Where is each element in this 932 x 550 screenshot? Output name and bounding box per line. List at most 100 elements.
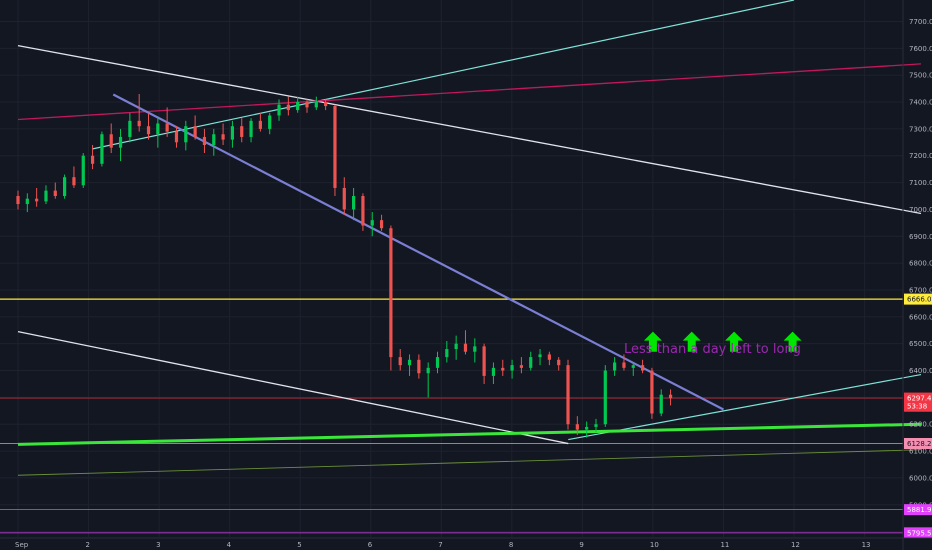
candle-body xyxy=(389,228,393,358)
x-tick-label: 7 xyxy=(438,541,442,549)
candle-body xyxy=(305,102,309,108)
price-badge-label: 6666.0 xyxy=(907,296,932,304)
candle-body xyxy=(25,198,29,205)
candle-body xyxy=(352,196,356,210)
y-tick-label: 7100.0 xyxy=(909,179,932,187)
up-arrow-icon xyxy=(725,331,744,352)
candle-body xyxy=(193,126,197,137)
trend-lines[interactable] xyxy=(17,0,922,476)
candle-body xyxy=(63,177,67,197)
candle-body xyxy=(575,424,579,430)
y-axis[interactable]: 7700.0 7600.0 7500.0 7400.0 7300.0 7200.0 7100… xyxy=(902,0,932,550)
y-tick-label: 6700.0 xyxy=(909,286,932,294)
trend-line-falling-wedge-purple xyxy=(112,93,724,411)
price-badge-label: 5795.5 xyxy=(907,529,932,537)
candle-body xyxy=(398,357,402,366)
candle-body xyxy=(622,362,626,368)
candle-body xyxy=(482,346,486,376)
trend-line-rising-channel-cyan xyxy=(91,0,795,150)
candle-body xyxy=(146,126,151,135)
candle-body xyxy=(613,362,617,371)
candle-body xyxy=(547,354,551,360)
x-tick-label: 12 xyxy=(791,541,800,549)
candle-body xyxy=(137,120,141,127)
trend-line-rising-support-cyan xyxy=(568,373,922,441)
trend-line-resistance-red xyxy=(17,63,922,121)
trend-line-descending-resistance-white xyxy=(17,45,922,215)
candle-body xyxy=(370,220,374,226)
y-tick-label: 7400.0 xyxy=(909,99,932,107)
candle-body xyxy=(230,126,235,140)
candle-body xyxy=(333,106,337,188)
x-tick-label: 5 xyxy=(297,541,301,549)
candle-body xyxy=(128,120,132,137)
candle-body xyxy=(90,155,95,164)
candle-body xyxy=(566,365,570,425)
x-tick-label: 2 xyxy=(86,541,90,549)
candle-body xyxy=(603,370,607,425)
horizontal-price-lines xyxy=(0,298,903,534)
candle-body xyxy=(529,357,533,368)
candlestick-series xyxy=(16,93,673,438)
candle-body xyxy=(454,343,458,350)
y-tick-label: 6500.0 xyxy=(909,340,932,348)
price-badge xyxy=(904,527,932,539)
candle-body xyxy=(314,102,318,108)
candle-body xyxy=(156,123,160,135)
price-badge-label: 6297.4 xyxy=(907,395,932,403)
candle-body xyxy=(184,126,188,143)
up-arrow-icon xyxy=(643,331,662,352)
y-tick-label: 6900.0 xyxy=(909,233,932,241)
candle-body xyxy=(594,424,598,427)
y-tick-label: 7700.0 xyxy=(909,18,932,26)
candle-body xyxy=(240,126,244,137)
candle-body xyxy=(407,359,412,366)
candle-body xyxy=(174,131,179,143)
candle-body xyxy=(296,102,300,111)
x-tick-label: 13 xyxy=(862,541,871,549)
candle-body xyxy=(212,134,216,145)
candle-body xyxy=(72,177,76,186)
candle-body xyxy=(519,365,524,368)
x-tick-label: 6 xyxy=(368,541,373,549)
chart-grid xyxy=(0,0,903,537)
trend-line-lower-support-olive xyxy=(17,449,922,476)
candle-body xyxy=(268,115,272,129)
price-badges: 6666.0 6297.453:38 6128.2 5881.9 5795.5 xyxy=(904,293,932,539)
candle-body xyxy=(585,426,589,430)
y-tick-label: 6000.0 xyxy=(909,474,932,482)
candle-body xyxy=(44,190,48,202)
candle-body xyxy=(221,134,225,140)
candle-body xyxy=(342,187,346,210)
candle-body xyxy=(81,155,85,186)
price-badge xyxy=(904,293,932,305)
y-tick-label: 7600.0 xyxy=(909,45,932,53)
price-badge-label: 53:38 xyxy=(907,403,927,411)
candle-body xyxy=(473,346,477,352)
x-tick-label: 11 xyxy=(720,541,729,549)
candle-body xyxy=(538,354,542,358)
price-badge-label: 5881.9 xyxy=(907,506,932,514)
candle-body xyxy=(16,196,20,205)
candle-body xyxy=(640,365,645,371)
y-tick-label: 7500.0 xyxy=(909,72,932,80)
candle-body xyxy=(100,134,104,164)
y-tick-label: 6400.0 xyxy=(909,367,932,375)
x-tick-label: 4 xyxy=(227,541,232,549)
candle-body xyxy=(286,104,290,111)
y-tick-label: 6600.0 xyxy=(909,313,932,321)
candle-body xyxy=(445,349,449,358)
candle-body xyxy=(631,365,635,368)
x-axis[interactable]: Sep 2 3 4 5 6 7 8 9 10 11 12 13 xyxy=(0,537,932,549)
candle-body xyxy=(501,367,505,371)
candle-body xyxy=(118,136,123,148)
candle-body xyxy=(659,394,663,414)
up-arrow-icon xyxy=(682,331,701,352)
candle-body xyxy=(557,359,561,366)
x-tick-label: 8 xyxy=(509,541,513,549)
candle-body xyxy=(650,370,654,414)
price-badge xyxy=(904,438,932,450)
x-tick-label: 3 xyxy=(156,541,160,549)
candle-body xyxy=(165,123,169,132)
